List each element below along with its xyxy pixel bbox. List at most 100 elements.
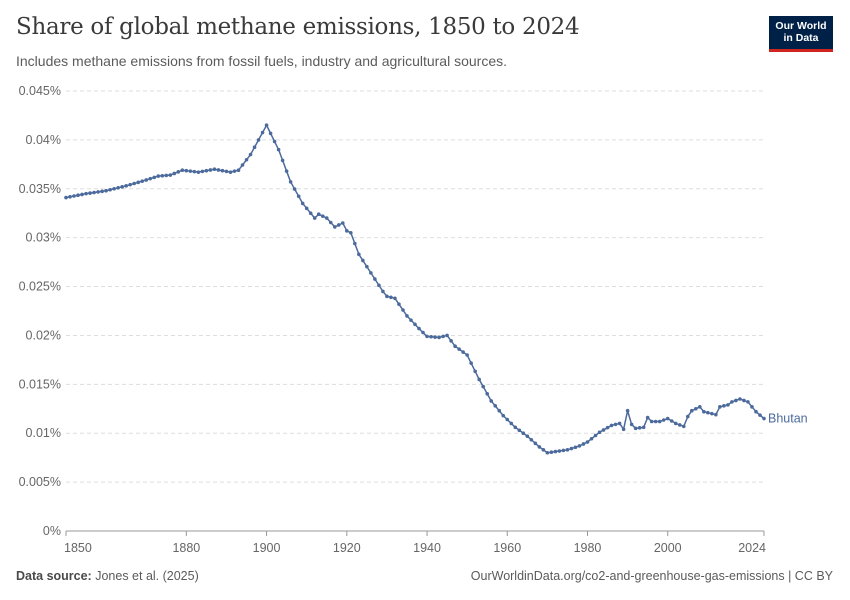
data-point [746,400,750,404]
data-point [429,334,433,339]
data-point [569,446,574,451]
data-point [128,182,132,187]
data-point [545,450,550,455]
chart-title: Share of global methane emissions, 1850 … [16,14,580,40]
data-point [104,188,108,193]
data-point [248,152,253,157]
data-point [68,195,72,199]
data-point [316,212,321,216]
data-point [593,433,598,438]
data-point [714,412,718,417]
gridlines [66,90,764,483]
data-point [192,169,197,174]
data-point [212,167,217,172]
axes: 0% 0.005% 0.01% 0.015% 0.02% 0.025% 0.03% 0.035… [19,84,766,555]
y-tick-label: 0% [43,524,61,538]
data-point [373,277,377,281]
data-point [742,398,746,403]
data-point [461,350,465,354]
data-point [477,377,481,382]
data-point [561,448,566,453]
data-point [365,264,369,269]
data-source-label: Data source: [16,569,92,583]
data-point [677,423,682,427]
x-tick-label: 1880 [172,541,200,555]
owid-logo[interactable]: Our World in Data [769,16,833,52]
data-point [184,168,189,173]
data-point [681,424,686,429]
data-point [377,283,381,288]
y-tick-label: 0.005% [19,475,61,489]
data-point [332,225,337,229]
footer-url[interactable]: OurWorldinData.org/co2-and-greenhouse-ga… [470,569,833,583]
data-point [240,163,245,167]
data-point [156,174,161,178]
data-point [625,408,630,413]
data-point [152,175,157,180]
data-point [64,195,68,200]
data-point [340,221,345,225]
data-source: Data source: Jones et al. (2025) [16,569,199,583]
data-point [645,415,650,420]
data-point [164,173,169,178]
data-point [718,405,722,409]
data-point [726,403,730,407]
data-point [417,326,421,331]
data-point [236,168,241,172]
data-point [710,411,714,416]
data-point [509,421,514,426]
y-tick-label: 0.025% [19,280,61,294]
data-point [260,130,265,135]
data-point [224,169,229,174]
y-tick-label: 0.015% [19,377,61,391]
data-point [629,422,634,427]
data-point [689,408,694,413]
data-point [132,181,136,186]
data-point [553,449,558,454]
data-point [180,168,185,172]
data-point [433,335,437,339]
x-tick-label: 2000 [654,541,682,555]
data-source-text[interactable]: Jones et al. (2025) [95,569,199,583]
data-point [361,258,365,263]
data-point [393,296,397,301]
data-point [276,147,281,152]
data-point [349,230,353,235]
y-tick-label: 0.01% [26,426,61,440]
data-point [685,414,690,419]
x-tick-label: 2024 [738,541,766,555]
data-point [501,413,506,418]
data-point [441,334,445,339]
data-point [264,123,269,128]
data-point [72,194,76,198]
x-tick-label: 1980 [574,541,602,555]
data-point [421,330,425,335]
data-point [730,400,734,404]
data-point [702,409,706,414]
data-point [320,214,325,218]
data-point [80,192,84,197]
data-point [216,168,221,172]
data-point [148,176,153,181]
data-point [649,419,654,424]
data-point [473,369,477,374]
data-point [76,193,80,198]
data-point [172,171,177,176]
data-point [204,168,209,173]
data-point [244,157,249,162]
data-point [112,186,116,191]
x-tick-label: 1900 [253,541,281,555]
chart-subtitle: Includes methane emissions from fossil f… [16,53,507,69]
data-point [208,168,213,172]
data-point [252,145,257,150]
data-point [369,271,373,275]
logo-line-1: Our World [775,20,827,32]
data-point [168,173,173,177]
data-point [525,434,530,438]
data-point [493,404,498,408]
data-point [272,139,277,144]
data-point [188,169,193,173]
data-point [637,426,642,430]
y-tick-label: 0.045% [19,84,61,98]
